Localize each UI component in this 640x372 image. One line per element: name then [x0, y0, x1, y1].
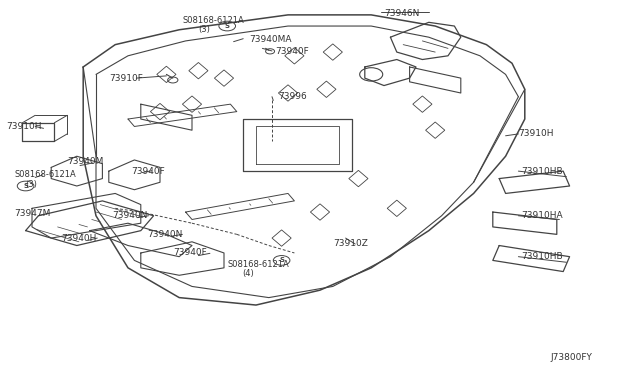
- Text: 73940N: 73940N: [147, 230, 182, 239]
- Text: S: S: [279, 257, 284, 263]
- Text: 73940H: 73940H: [61, 234, 96, 243]
- Text: 73940N: 73940N: [112, 211, 147, 220]
- Text: 73910F: 73910F: [109, 74, 143, 83]
- Text: S: S: [225, 23, 230, 29]
- Text: J73800FY: J73800FY: [550, 353, 592, 362]
- Text: 73940F: 73940F: [131, 167, 165, 176]
- Text: (3): (3): [198, 25, 211, 34]
- Text: 73940M: 73940M: [67, 157, 104, 166]
- Text: S08168-6121A: S08168-6121A: [14, 170, 76, 179]
- Text: 73940F: 73940F: [275, 47, 309, 56]
- Text: 73940F: 73940F: [173, 248, 207, 257]
- Text: 73910H: 73910H: [6, 122, 42, 131]
- Text: S08168-6121A: S08168-6121A: [182, 16, 244, 25]
- Text: 73910HB: 73910HB: [522, 252, 563, 261]
- Text: 73940MA: 73940MA: [250, 35, 292, 44]
- Text: 73910HB: 73910HB: [522, 167, 563, 176]
- Text: 73996: 73996: [278, 92, 307, 101]
- Text: 73910H: 73910H: [518, 129, 554, 138]
- Text: 73910Z: 73910Z: [333, 239, 367, 248]
- Text: S: S: [23, 183, 28, 189]
- Text: (4): (4): [242, 269, 253, 278]
- Text: 73910HA: 73910HA: [522, 211, 563, 220]
- Text: 73947M: 73947M: [14, 209, 51, 218]
- Text: S08168-6121A: S08168-6121A: [227, 260, 289, 269]
- Text: (3): (3): [26, 180, 38, 189]
- Text: 73946N: 73946N: [384, 9, 419, 17]
